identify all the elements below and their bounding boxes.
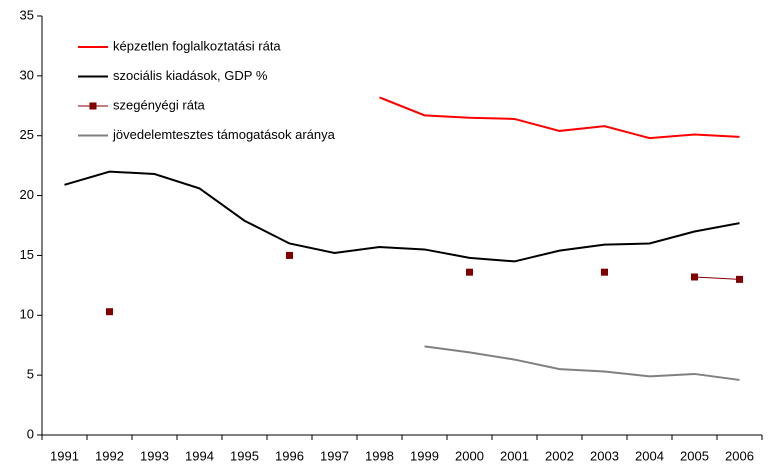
legend-label: jövedelemtesztes támogatások aránya [112,127,336,142]
y-tick-label: 20 [20,187,34,202]
y-tick-label: 0 [27,426,34,441]
legend-marker [89,102,97,110]
x-tick-label: 1993 [140,448,169,463]
series-marker [466,268,473,276]
x-tick-label: 1995 [230,448,259,463]
legend-label: képzetlen foglalkoztatási ráta [113,38,281,53]
y-tick-label: 5 [27,367,34,382]
x-tick-label: 1992 [95,448,124,463]
series-marker [286,251,293,259]
series-line [694,276,740,280]
y-tick-label: 35 [20,7,34,22]
y-tick-label: 25 [20,127,34,142]
x-tick-label: 2005 [680,448,709,463]
series-marker [106,308,113,316]
y-tick-label: 10 [20,307,34,322]
legend-label: szociális kiadások, GDP % [113,68,268,83]
series-line [64,170,740,263]
legend-label: szegényégi ráta [113,97,206,112]
x-tick-label: 2002 [545,448,574,463]
x-tick-label: 1997 [320,448,349,463]
x-tick-label: 2006 [725,448,754,463]
x-tick-label: 1994 [185,448,214,463]
series-line [379,96,740,140]
y-tick-label: 15 [20,247,34,262]
y-tick-label: 30 [20,67,34,82]
series-marker [736,275,743,283]
x-tick-label: 1996 [275,448,304,463]
x-tick-label: 2000 [455,448,484,463]
x-tick-label: 2003 [590,448,619,463]
x-tick-label: 1999 [410,448,439,463]
series-marker [691,273,698,281]
series-marker [601,268,608,276]
series-line [424,345,740,381]
x-tick-label: 1991 [50,448,79,463]
x-tick-label: 2004 [635,448,664,463]
x-tick-label: 1998 [365,448,394,463]
x-tick-label: 2001 [500,448,529,463]
